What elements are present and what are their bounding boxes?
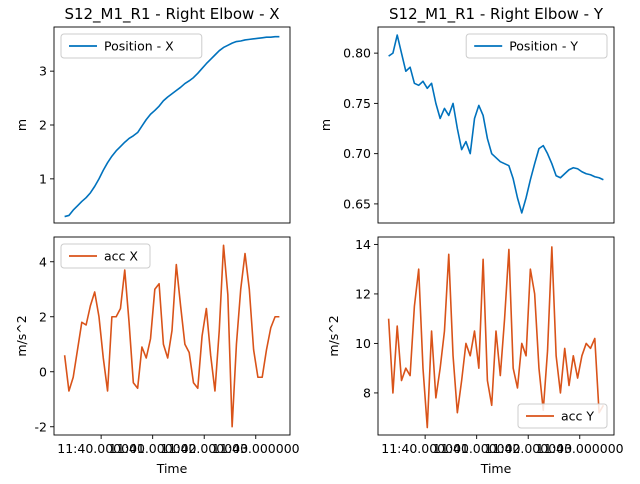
legend-label: Position - Y [509,39,578,54]
y-tick-label: 10 [355,336,371,351]
axes-frame [377,26,615,224]
legend: acc X [60,243,151,269]
series-line [387,246,605,429]
y-tick-label: 12 [355,286,371,301]
chart-title: S12_M1_R1 - Right Elbow - Y [389,5,604,24]
y-tick-label: 8 [363,385,371,400]
subplot-1: 1 2 3 S12_M1_R1 - Right Elbow - X m Position … [14,5,291,224]
y-tick-label: -2 [35,419,47,434]
axes-frame [53,236,291,436]
x-tick-label: 11:42.000000 [160,441,248,456]
legend-label: acc Y [561,409,594,424]
y-tick-label: 0.65 [343,196,371,211]
y-tick-label: 3 [39,64,47,79]
x-tick-label: 11:41.000000 [109,441,197,456]
legend-box [60,243,151,269]
legend-label: Position - X [104,39,174,54]
y-tick-label: 0.80 [343,46,371,61]
subplot-3: -2 0 2 4 11:40.00000011:41.00000011:42.00000… [14,236,300,476]
x-axis-label: Time [480,461,512,476]
legend-box [465,33,608,59]
x-tick-label: 11:40.000000 [381,441,469,456]
y-axis-label: m/s^2 [326,315,341,356]
subplot-2: 0.65 0.70 0.75 0.80 S12_M1_R1 - Right Elbow … [318,5,615,224]
legend-label: acc X [104,249,138,264]
y-axis-label: m [318,119,333,131]
y-tick-label: 1 [39,171,47,186]
series-line [63,244,280,428]
y-tick-label: 2 [39,118,47,133]
series-line [64,35,280,218]
subplot-4: 8 10 12 14 11:40.00000011:41.00000011:42.000… [326,236,624,476]
y-tick-label: 2 [39,309,47,324]
legend: Position - X [60,33,203,59]
chart-title: S12_M1_R1 - Right Elbow - X [64,5,279,24]
x-tick-label: 11:40.000000 [57,441,145,456]
legend-box [60,33,203,59]
x-tick-label: 11:43.000000 [212,441,300,456]
series-line [388,34,604,214]
legend-box [517,403,608,429]
x-axis-label: Time [156,461,188,476]
x-tick-label: 11:42.000000 [484,441,572,456]
x-tick-label: 11:43.000000 [536,441,624,456]
y-tick-label: 0 [39,364,47,379]
y-axis-label: m/s^2 [14,315,29,356]
x-tick-label: 11:41.000000 [433,441,521,456]
y-axis-label: m [14,119,29,131]
y-tick-label: 4 [39,254,47,269]
y-tick-label: 14 [355,237,371,252]
legend: acc Y [517,403,608,429]
axes-frame [377,236,615,436]
y-tick-label: 0.75 [343,96,371,111]
legend: Position - Y [465,33,608,59]
y-tick-label: 0.70 [343,146,371,161]
